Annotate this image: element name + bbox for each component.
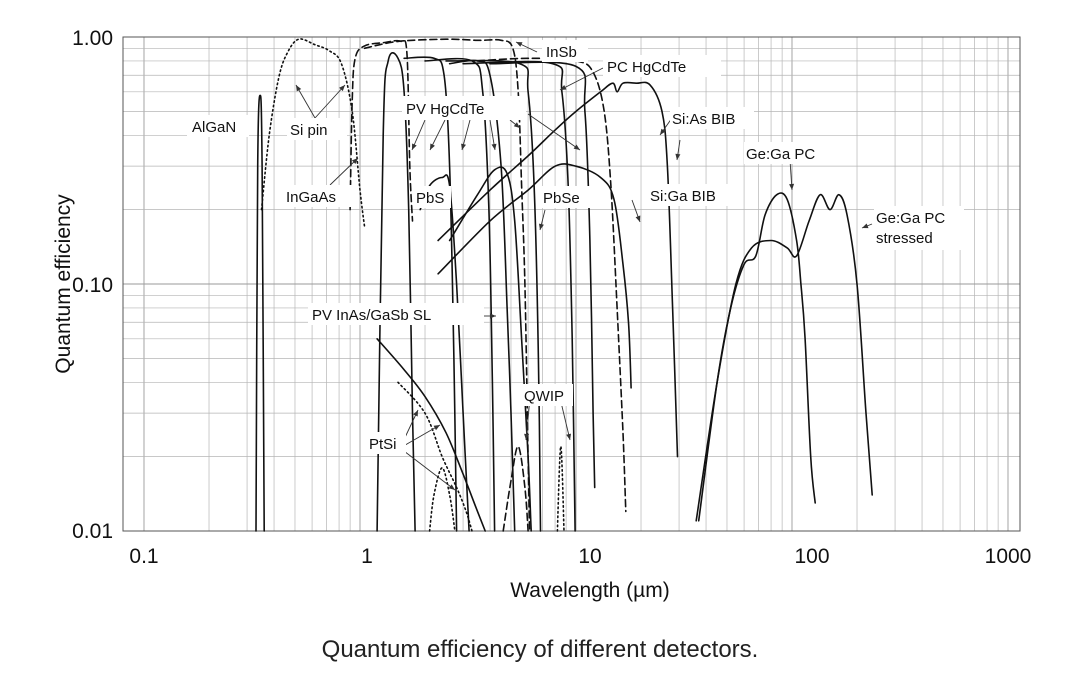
y-axis-title: Quantum efficiency	[52, 194, 75, 374]
series-line-algan	[255, 94, 265, 532]
annotation-arrows	[295, 41, 873, 491]
annotation-arrowhead	[516, 42, 523, 47]
label-ge-ga-pc-stressed: Ge:Ga PC	[876, 210, 945, 227]
annotation-arrowhead	[413, 410, 418, 417]
y-tick-label: 0.01	[72, 520, 113, 543]
annotation-arrowhead	[573, 144, 580, 150]
series-line-ptsi-dotted-2	[428, 467, 456, 532]
annotation-arrowhead	[513, 122, 520, 128]
annotation-arrowhead	[433, 425, 440, 431]
x-tick-label: 100	[794, 545, 829, 568]
plot-frame	[122, 36, 1021, 532]
x-tick-label: 1000	[985, 545, 1032, 568]
figure-caption: Quantum efficiency of different detector…	[321, 636, 759, 663]
series-line-qwip-2	[556, 445, 565, 532]
annotation-arrowhead	[339, 85, 345, 92]
series-layer	[255, 38, 873, 532]
annotation-arrowhead	[862, 223, 869, 229]
annotation-arrow	[399, 447, 456, 491]
annotation-arrowhead	[660, 128, 666, 135]
label-algan: AlGaN	[192, 119, 236, 136]
annotation-arrowhead	[448, 484, 455, 490]
x-axis-title: Wavelength (µm)	[510, 579, 670, 602]
annotation-arrowhead	[560, 85, 567, 90]
label-ptsi: PtSi	[369, 436, 397, 453]
annotation-arrowhead	[491, 143, 497, 150]
annotation-arrow	[314, 84, 346, 119]
annotation-arrowhead	[490, 313, 496, 319]
label-si-as-bib: Si:As BIB	[672, 111, 735, 128]
annotation-arrowhead	[524, 433, 530, 440]
series-line-pv-hgcdte-3	[424, 57, 496, 532]
annotation-arrowhead	[789, 183, 795, 190]
label-si-ga-bib: Si:Ga BIB	[650, 188, 716, 205]
annotation-arrowhead	[296, 85, 302, 92]
annotation-arrowhead	[539, 223, 544, 230]
y-tick-label: 1.00	[72, 27, 113, 50]
annotation-arrow	[527, 113, 581, 151]
series-line-insb	[363, 38, 531, 532]
label-ge-ga-pc: Ge:Ga PC	[746, 146, 815, 163]
label-pc-hgcdte: PC HgCdTe	[607, 59, 686, 76]
annotation-arrow	[329, 157, 359, 186]
series-line-pv-hgcdte-5	[462, 60, 576, 532]
annotation-arrowhead	[430, 143, 435, 150]
annotation-arrowhead	[351, 158, 358, 164]
annotation-arrowhead	[566, 433, 571, 440]
y-tick-label: 0.10	[72, 274, 113, 297]
label-pbse: PbSe	[543, 190, 580, 207]
series-line-ptsi-dotted	[397, 381, 473, 532]
series-line-pv-inas-gasb-sl	[448, 59, 516, 532]
label-si-pin: Si pin	[290, 122, 328, 139]
label-stressed: stressed	[876, 230, 933, 247]
series-line-ge-ga-pc	[697, 192, 816, 522]
series-line-si-ga-bib	[437, 163, 632, 389]
series-line-pv-hgcdte-1	[376, 52, 416, 532]
annotation-arrow	[559, 67, 604, 91]
series-line-pbse	[448, 166, 532, 532]
series-line-ingaas	[349, 39, 414, 222]
x-tick-label: 0.1	[129, 545, 158, 568]
label-pv-hgcdte: PV HgCdTe	[406, 101, 484, 118]
series-line-qwip-1	[502, 445, 529, 532]
series-line-si-pin	[260, 38, 366, 228]
annotation-arrow	[399, 424, 441, 449]
label-insb: InSb	[546, 44, 577, 61]
x-tick-label: 10	[578, 545, 601, 568]
annotation-arrowhead	[675, 153, 681, 160]
label-pv-inas-gasb-sl: PV InAs/GaSb SL	[312, 307, 431, 324]
series-line-ge-ga-pc-stressed	[695, 193, 873, 522]
annotation-arrow	[295, 84, 316, 119]
x-tick-label: 1	[361, 545, 373, 568]
series-line-pc-hgcdte	[476, 57, 627, 513]
curve-labels: AlGaN Si pin InGaAs InSb PC HgCdTe PV Hg…	[187, 40, 964, 454]
annotation-arrowhead	[635, 215, 641, 222]
series-line-pv-hgcdte-2	[403, 56, 458, 532]
label-pbs: PbS	[416, 190, 444, 207]
annotation-arrowhead	[412, 143, 417, 150]
label-ingaas: InGaAs	[286, 189, 336, 206]
series-line-ptsi-solid	[376, 338, 486, 532]
series-line-pbs	[419, 174, 470, 532]
annotation-arrowhead	[461, 143, 466, 150]
label-qwip: QWIP	[524, 388, 564, 405]
